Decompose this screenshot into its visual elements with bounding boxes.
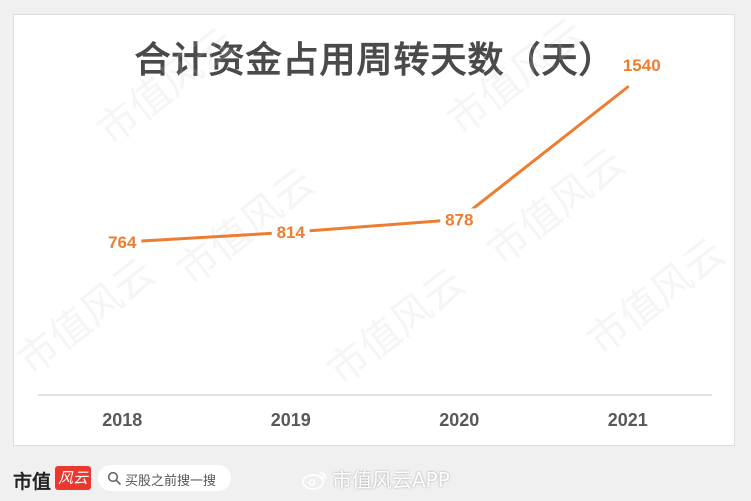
search-placeholder: 买股之前搜一搜	[125, 474, 217, 489]
search-box[interactable]: 买股之前搜一搜	[98, 465, 231, 491]
data-label: 878	[445, 210, 473, 229]
data-label-bg	[617, 54, 666, 76]
data-label-bg	[271, 221, 310, 244]
weibo-account: 市值风云APP	[302, 464, 450, 493]
chart-title: 合计资金占用周转天数（天）	[134, 40, 616, 81]
brand-name: 市值	[13, 471, 52, 493]
footer-bar: 市值 风云 买股之前搜一搜 市值风云APP	[0, 458, 751, 501]
data-label-bg	[103, 231, 142, 254]
data-label: 814	[277, 223, 306, 242]
chart-card: 合计资金占用周转天数（天） 市值风云 市值风云 市值风云 市值风云 市值风云 市…	[9, 10, 735, 446]
brand-logo: 风云	[55, 466, 91, 490]
x-tick-label: 2021	[608, 410, 648, 430]
search-icon	[107, 471, 121, 485]
data-label: 764	[108, 233, 137, 252]
weibo-text: 市值风云APP	[332, 468, 450, 492]
x-tick-label: 2019	[271, 410, 311, 430]
series-line	[120, 85, 630, 244]
data-label-bg	[440, 208, 479, 231]
x-tick-label: 2018	[102, 410, 142, 430]
weibo-icon	[302, 472, 327, 490]
data-label: 1540	[623, 56, 661, 75]
data-point	[627, 86, 629, 88]
line-chart: 2018 2019 2020 2021 764 814 878 1540	[38, 54, 712, 430]
x-tick-label: 2020	[439, 410, 479, 430]
